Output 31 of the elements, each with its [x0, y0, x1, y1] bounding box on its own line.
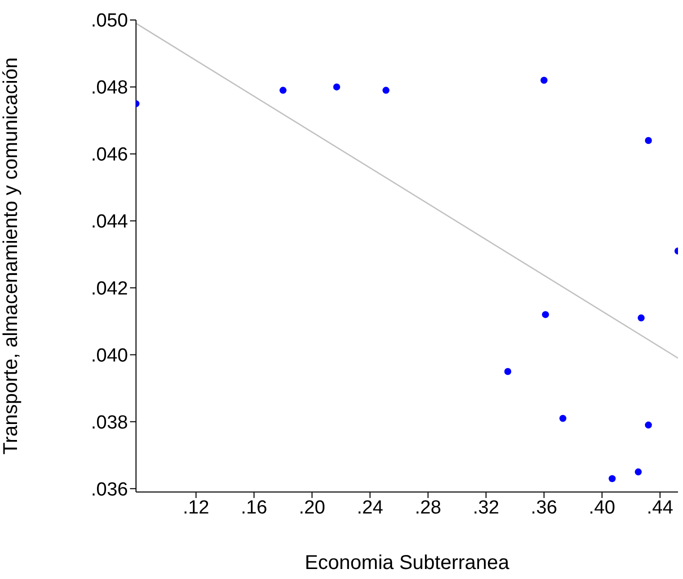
point: [540, 76, 548, 84]
point: [634, 468, 642, 476]
point: [280, 86, 287, 94]
x-tick-label: .44: [646, 497, 674, 518]
point: [542, 311, 549, 318]
y-tick-label: .040: [91, 345, 128, 366]
x-tick-label: .24: [356, 497, 384, 518]
point: [608, 475, 616, 482]
x-tick-label: .40: [588, 497, 616, 518]
point: [644, 137, 652, 144]
point: [504, 368, 512, 375]
point: [638, 314, 645, 322]
point: [382, 86, 390, 94]
x-axis-title: Economia Subterranea: [304, 552, 510, 574]
y-tick-label: .048: [91, 78, 128, 99]
y-tick-label: .038: [91, 412, 128, 434]
x-tick-label: .32: [472, 497, 500, 518]
y-tick-label: .050: [91, 10, 128, 32]
point: [333, 83, 340, 90]
x-tick-label: .36: [530, 497, 558, 518]
x-tick-label: .12: [182, 497, 210, 518]
point: [559, 414, 566, 422]
y-tick-label: .044: [91, 212, 128, 233]
x-tick-label: .28: [414, 497, 442, 518]
x-tick-label: .20: [298, 497, 326, 518]
y-tick-label: .046: [91, 144, 128, 166]
y-tick-label: .036: [91, 479, 128, 500]
y-tick-label: .042: [91, 278, 128, 300]
point: [644, 422, 652, 429]
x-tick-label: .16: [240, 497, 268, 518]
y-axis-title: Transporte, almacenamiento y comunicación: [0, 57, 22, 455]
